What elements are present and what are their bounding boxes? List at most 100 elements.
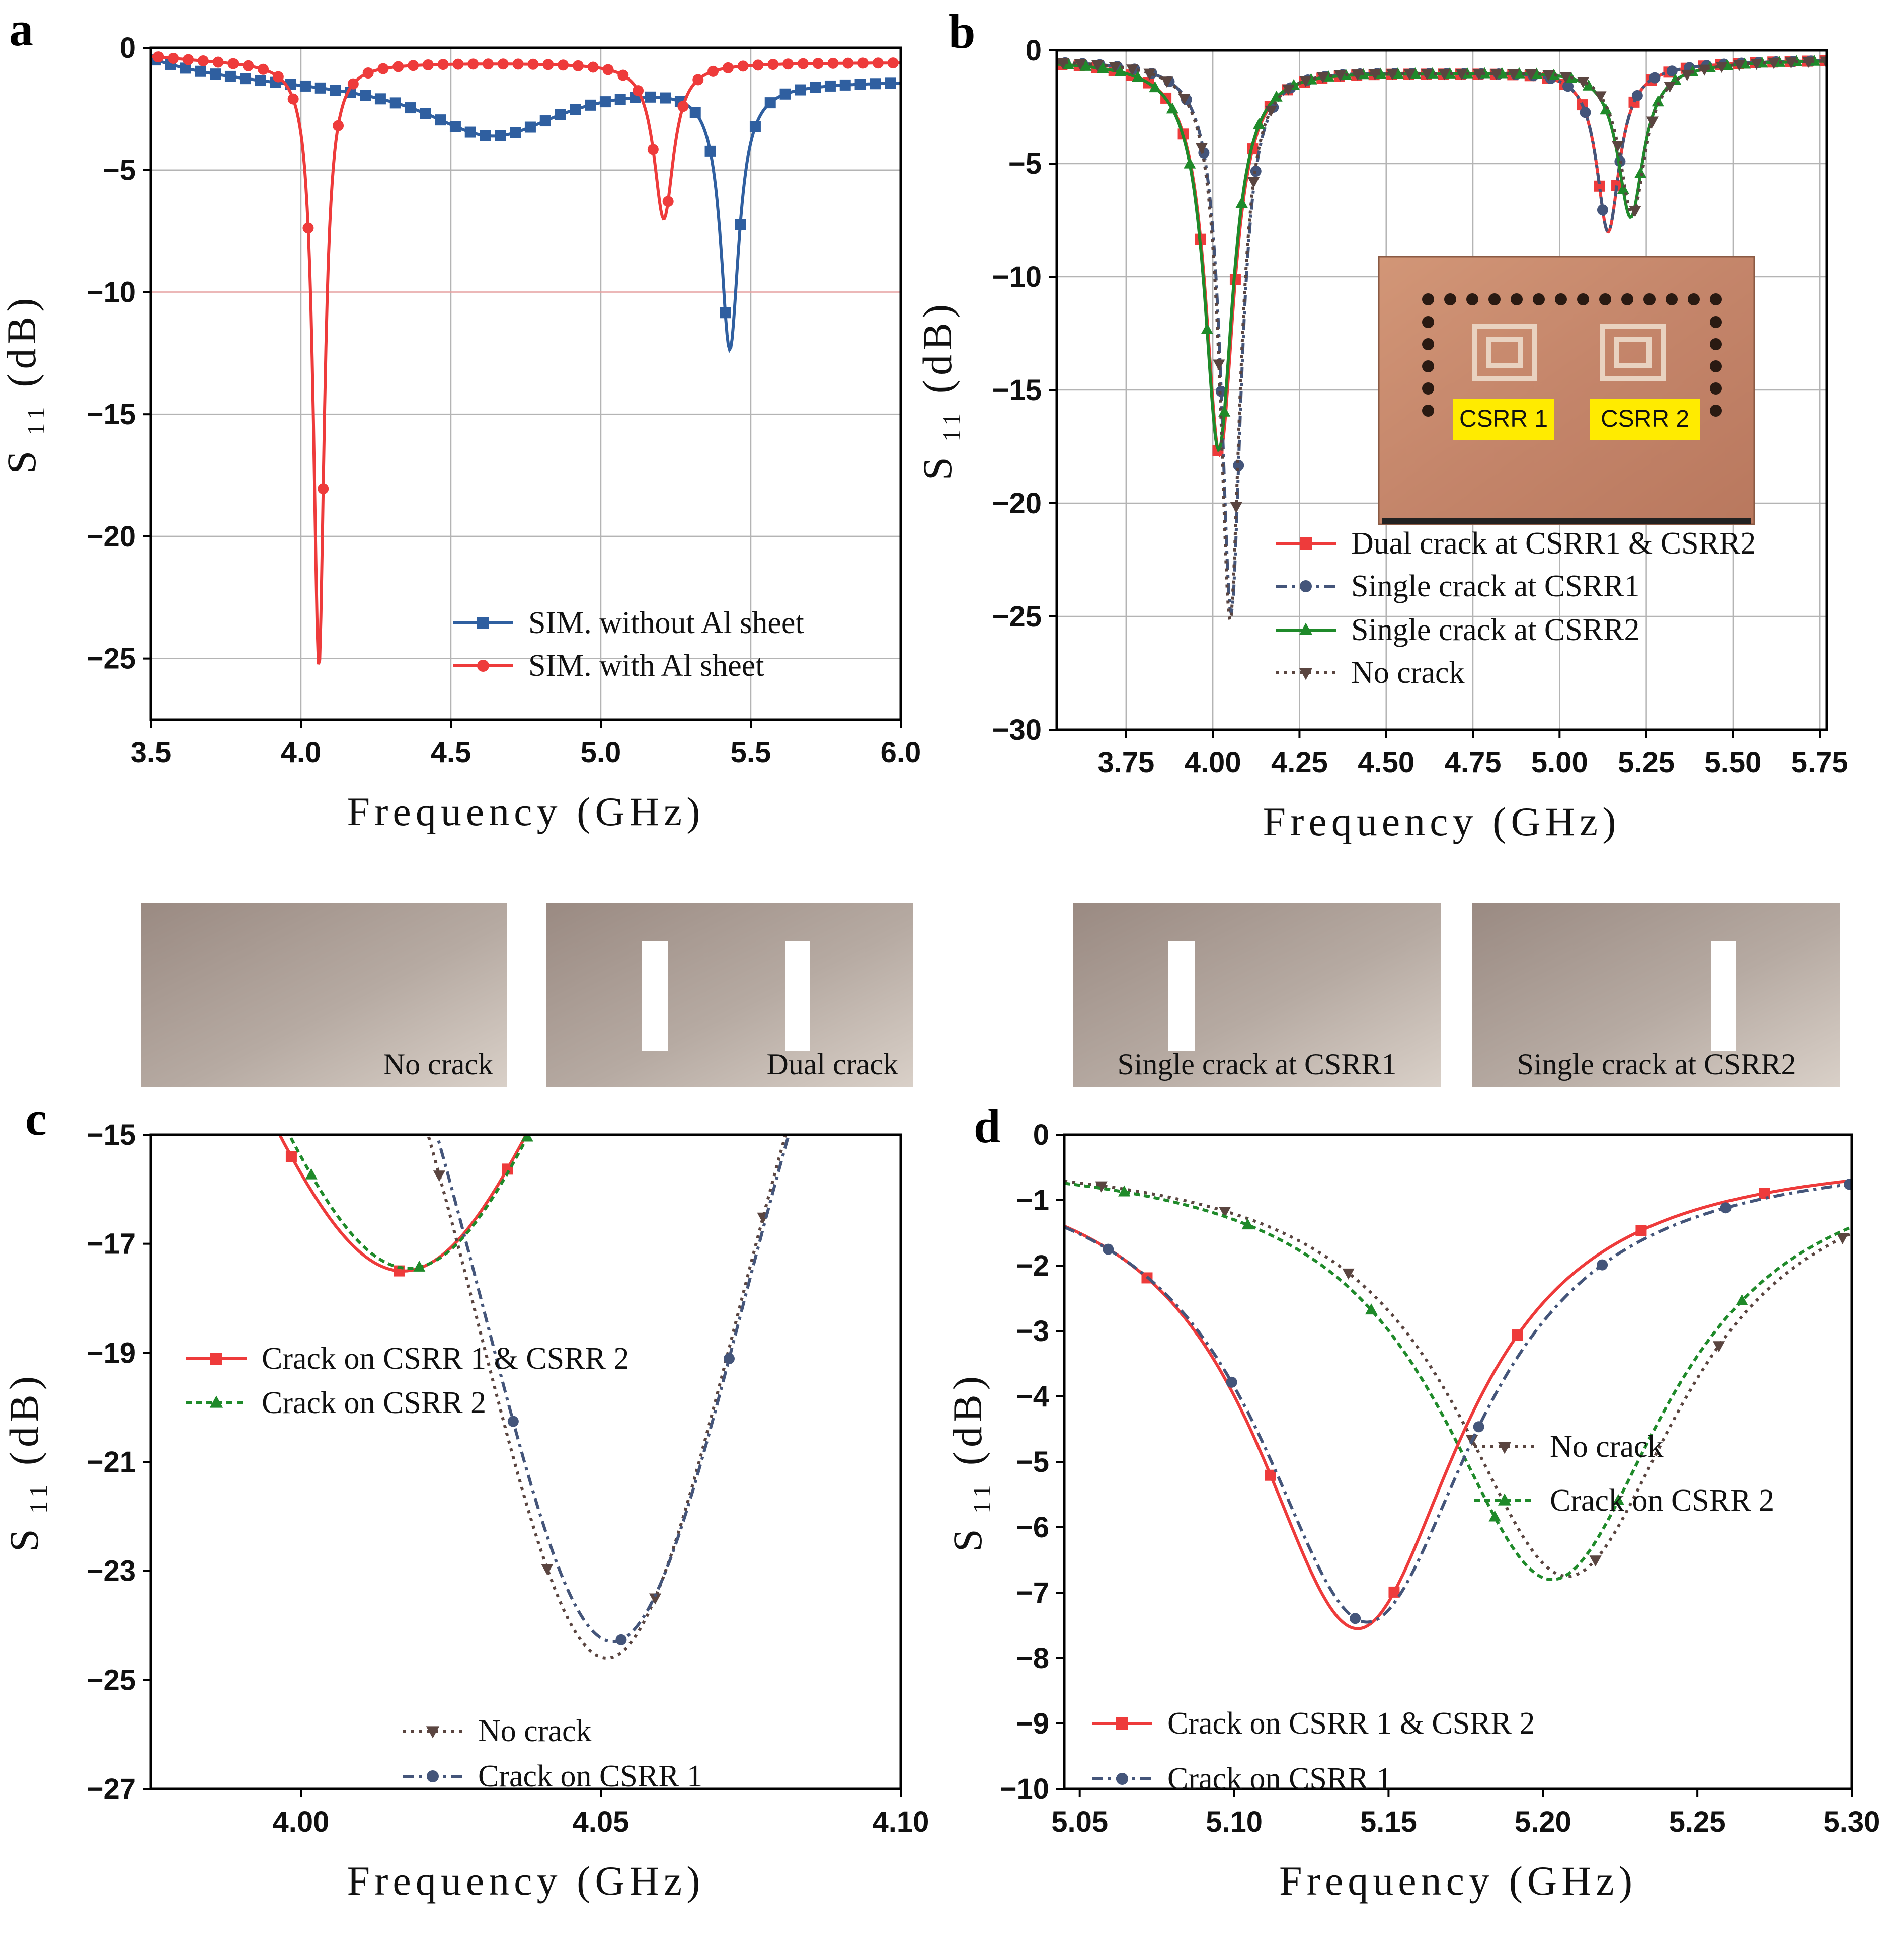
y-tick-label: −9 bbox=[1016, 1707, 1049, 1740]
data-marker bbox=[1611, 141, 1624, 152]
data-marker bbox=[452, 58, 464, 70]
data-marker bbox=[1652, 95, 1664, 107]
caption-dual-crack: Dual crack bbox=[766, 1048, 898, 1081]
via-hole bbox=[1643, 293, 1656, 305]
legend-label: Single crack at CSRR2 bbox=[1351, 613, 1639, 647]
data-marker bbox=[1369, 69, 1381, 81]
data-marker bbox=[1270, 90, 1283, 102]
series-line-3 bbox=[435, 1135, 791, 1643]
data-marker bbox=[1820, 56, 1827, 68]
data-marker bbox=[1201, 323, 1213, 334]
panel-letter: c bbox=[25, 1091, 47, 1145]
data-marker bbox=[585, 99, 596, 111]
csrr1-tag: CSRR 1 bbox=[1459, 406, 1548, 432]
via-hole bbox=[1444, 293, 1456, 305]
data-marker bbox=[1247, 177, 1260, 188]
data-marker bbox=[1438, 69, 1451, 81]
via-hole bbox=[1488, 293, 1501, 305]
data-marker bbox=[885, 77, 896, 89]
series-line-3 bbox=[1064, 1182, 1852, 1624]
data-marker bbox=[1611, 180, 1623, 191]
y-tick-label: −20 bbox=[87, 520, 136, 553]
legend-entry-0: Crack on CSRR 1 & CSRR 2 bbox=[186, 1342, 629, 1376]
data-marker bbox=[1143, 68, 1156, 80]
plot-frame bbox=[149, 46, 902, 721]
data-marker bbox=[722, 62, 734, 73]
y-tick-label: −19 bbox=[87, 1337, 136, 1369]
data-marker bbox=[797, 58, 809, 69]
data-marker bbox=[333, 120, 344, 131]
data-marker bbox=[512, 58, 524, 70]
data-marker bbox=[521, 1135, 533, 1142]
data-marker bbox=[677, 101, 689, 112]
data-marker bbox=[539, 115, 551, 127]
caption-no-crack: No crack bbox=[383, 1048, 493, 1081]
data-marker bbox=[224, 70, 236, 82]
data-marker bbox=[1388, 1586, 1400, 1598]
data-marker bbox=[1577, 76, 1590, 88]
y-axis-label: S 11 (dB) bbox=[914, 300, 966, 480]
x-tick-label: 5.75 bbox=[1791, 746, 1848, 779]
x-tick-label: 5.50 bbox=[1704, 746, 1761, 779]
data-marker bbox=[299, 80, 311, 92]
data-marker bbox=[1617, 183, 1629, 194]
data-marker bbox=[1525, 69, 1537, 81]
data-marker bbox=[314, 82, 326, 94]
legend-entry-1: Single crack at CSRR1 bbox=[1276, 569, 1639, 603]
data-marker bbox=[305, 1168, 318, 1180]
y-tick-label: −10 bbox=[1000, 1773, 1049, 1806]
legend-swatch-marker bbox=[1498, 1493, 1512, 1506]
via-holes bbox=[1422, 293, 1722, 417]
data-marker bbox=[1712, 1341, 1725, 1353]
legend-label: Crack on CSRR 2 bbox=[262, 1386, 486, 1420]
data-marker bbox=[570, 104, 581, 115]
legend-swatch-marker bbox=[210, 1353, 222, 1365]
y-tick-label: −15 bbox=[87, 398, 136, 431]
data-marker bbox=[507, 1416, 519, 1427]
data-marker bbox=[617, 69, 629, 81]
data-marker bbox=[1759, 1188, 1770, 1199]
data-marker bbox=[1530, 67, 1543, 79]
data-marker bbox=[1126, 64, 1139, 76]
data-marker bbox=[360, 90, 371, 101]
x-tick-label: 4.05 bbox=[573, 1806, 630, 1838]
data-marker bbox=[810, 82, 821, 93]
via-hole bbox=[1710, 293, 1722, 305]
data-marker bbox=[1512, 1329, 1523, 1341]
data-marker bbox=[1634, 167, 1647, 178]
legend-swatch-marker bbox=[1300, 537, 1312, 550]
via-hole bbox=[1422, 293, 1434, 305]
via-hole bbox=[1466, 293, 1478, 305]
csrr1-tag-bg bbox=[1453, 399, 1554, 440]
data-marker bbox=[1079, 59, 1092, 71]
data-marker bbox=[287, 93, 299, 105]
legend-swatch-marker bbox=[1116, 1773, 1128, 1785]
y-axis-label: S 11 (dB) bbox=[0, 293, 50, 474]
plot-frame bbox=[1063, 1133, 1853, 1790]
data-marker bbox=[1074, 59, 1086, 70]
x-tick-label: 4.75 bbox=[1445, 746, 1502, 779]
y-tick-label: −15 bbox=[87, 1119, 136, 1151]
via-hole bbox=[1511, 293, 1523, 305]
data-marker bbox=[497, 58, 509, 70]
x-axis-label: Frequency (GHz) bbox=[1279, 1858, 1637, 1904]
data-marker bbox=[392, 61, 404, 72]
x-tick-label: 3.75 bbox=[1097, 746, 1154, 779]
data-marker bbox=[558, 59, 569, 71]
data-marker bbox=[555, 109, 566, 120]
panel-d: 5.05 5.10 5.15 5.20 5.25 5.30 0 −1 −2 −3 −4 −5 −6 −7 −… bbox=[945, 1099, 1880, 1904]
data-marker bbox=[152, 51, 164, 63]
y-tick-label: 0 bbox=[120, 32, 136, 64]
data-marker bbox=[542, 59, 554, 70]
legend-entry-2: Single crack at CSRR2 bbox=[1276, 613, 1639, 647]
legend-label: SIM. with Al sheet bbox=[528, 649, 764, 683]
data-marker bbox=[857, 57, 869, 69]
data-marker bbox=[227, 58, 239, 69]
data-marker bbox=[1664, 81, 1676, 93]
legend-label: Single crack at CSRR1 bbox=[1351, 569, 1639, 603]
data-marker bbox=[647, 144, 659, 155]
via-hole bbox=[1710, 338, 1722, 350]
y-tick-label: −27 bbox=[87, 1773, 136, 1806]
data-marker bbox=[1218, 405, 1231, 417]
via-hole bbox=[1533, 293, 1545, 305]
